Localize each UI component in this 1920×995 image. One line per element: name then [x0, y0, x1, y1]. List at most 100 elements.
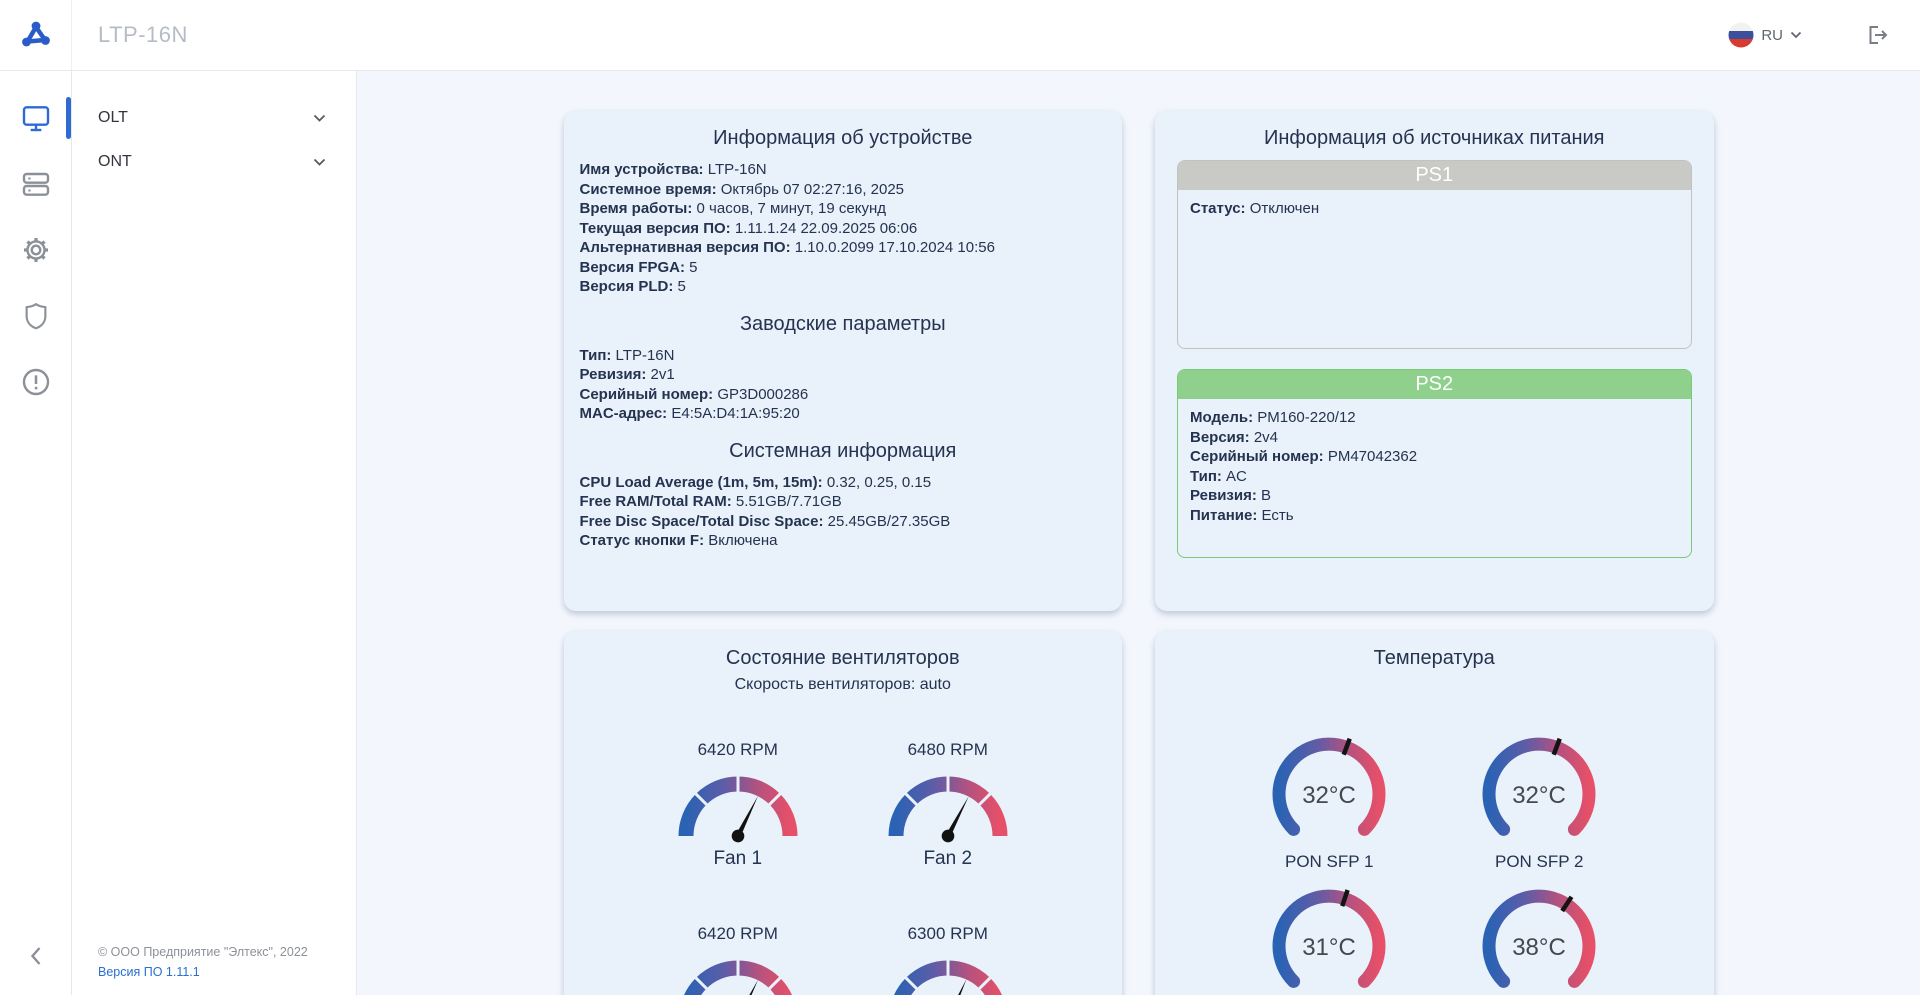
temperature-gauge-dial: 38°C: [1482, 889, 1596, 988]
rail-item-monitoring[interactable]: [0, 85, 71, 151]
info-label: Время работы:: [579, 200, 693, 217]
info-label: Тип:: [579, 346, 612, 364]
temperature-gauge-dial: 31°C: [1272, 889, 1386, 988]
card-title: Информация об устройстве: [713, 127, 973, 149]
fan-gauge: 6420 RPM Fan 1: [654, 740, 822, 870]
sidebar-item-ont[interactable]: ONT: [72, 140, 356, 184]
firmware-version-link[interactable]: Версия ПО 1.11.1: [98, 965, 200, 980]
temperature-card: Температура 32°C PON SFP 1 32°C PON SFP …: [1155, 631, 1714, 995]
logout-button[interactable]: [1866, 23, 1890, 47]
ps1-block: PS1 Статус: Отключен: [1177, 160, 1692, 349]
info-row: Версия FPGA: 5: [580, 258, 1107, 278]
rail-item-settings[interactable]: [0, 217, 71, 283]
info-label: CPU Load Average (1m, 5m, 15m):: [579, 473, 823, 491]
info-row: Модель: PM160-220/12: [1190, 408, 1679, 428]
info-value: 1.10.0.2099 17.10.2024 10:56: [794, 239, 995, 256]
eltex-logo-icon: [21, 21, 50, 47]
info-value: AC: [1226, 467, 1247, 485]
fan-rpm-value: 6420 RPM: [697, 924, 778, 943]
gauge-tick: [1560, 895, 1574, 913]
fan-label: Fan 1: [713, 848, 763, 869]
card-title: Температура: [1373, 647, 1495, 669]
sidebar: OLT ONT © ООО Предприятие "Элтекс", 2022…: [72, 71, 357, 995]
fan-gauges-grid: 6420 RPM Fan 1 6480 RPM: [580, 740, 1107, 995]
temperature-gauge-dial: 32°C: [1482, 737, 1596, 836]
info-row: Тип: LTP-16N: [580, 346, 1107, 366]
icon-rail: [0, 71, 72, 995]
page-title: LTP-16N: [98, 22, 188, 47]
fan-gauge-dial: [888, 775, 1008, 843]
info-value: Есть: [1261, 506, 1294, 524]
info-value: LTP-16N: [615, 346, 675, 364]
fan-label: Fan 2: [923, 848, 973, 869]
chevron-left-icon: [30, 947, 40, 965]
fan-rpm-value: 6480 RPM: [907, 740, 988, 759]
info-label: Статус кнопки F:: [579, 532, 705, 549]
info-row: Версия PLD: 5: [580, 277, 1107, 297]
card-title: Состояние вентиляторов: [725, 647, 960, 669]
rail-item-devices[interactable]: [0, 151, 71, 217]
temperature-label: PON SFP 2: [1495, 852, 1584, 871]
language-label: RU: [1761, 26, 1783, 44]
fan-gauge-dial: [683, 959, 792, 995]
chevron-down-icon: [1790, 31, 1802, 39]
temperature-gauge: 31°C: [1245, 886, 1413, 995]
sidebar-item-olt[interactable]: OLT: [72, 96, 356, 140]
info-value: 5.51GB/7.71GB: [735, 493, 842, 510]
rail-item-security[interactable]: [0, 283, 71, 349]
shield-icon: [25, 303, 46, 330]
info-value: 25.45GB/27.35GB: [827, 512, 951, 530]
monitor-icon: [22, 106, 49, 132]
gauge-tick: [1340, 889, 1350, 907]
info-value: Включена: [708, 532, 778, 549]
info-label: Ревизия:: [1190, 487, 1257, 504]
info-row: Ревизия: 2v1: [580, 365, 1107, 385]
info-label: Альтернативная версия ПО:: [579, 239, 791, 256]
fan-rpm-value: 6420 RPM: [697, 740, 778, 759]
copyright-text: © ООО Предприятие "Элтекс", 2022: [98, 945, 308, 960]
info-row: Серийный номер: PM47042362: [1190, 447, 1679, 467]
top-bar: LTP-16N RU: [0, 0, 1920, 71]
info-label: Серийный номер:: [579, 385, 714, 403]
ps2-block: PS2 Модель: PM160-220/12 Версия: 2v4 Серий…: [1177, 369, 1692, 558]
info-label: Имя устройства:: [579, 161, 704, 178]
sidebar-collapse-button[interactable]: [0, 945, 71, 967]
temperature-label: PON SFP 1: [1285, 852, 1374, 871]
info-value: 0.32, 0.25, 0.15: [826, 473, 932, 491]
language-switcher[interactable]: RU: [1728, 22, 1802, 48]
sidebar-footer: © ООО Предприятие "Элтекс", 2022 Версия …: [72, 944, 356, 995]
info-label: Версия:: [1190, 428, 1250, 446]
info-row: Альтернативная версия ПО: 1.10.0.2099 17…: [580, 238, 1107, 258]
gauge-needle: [731, 795, 758, 843]
info-row: Серийный номер: GP3D000286: [580, 385, 1107, 405]
info-value: E4:5A:D4:1A:95:20: [671, 405, 800, 422]
info-label: MAC-адрес:: [579, 405, 668, 422]
info-row: Текущая версия ПО: 1.11.1.24 22.09.2025 …: [580, 219, 1107, 239]
info-row: Имя устройства: LTP-16N: [580, 160, 1107, 180]
temperature-gauge: 38°C: [1455, 886, 1623, 995]
temperature-gauge: 32°C PON SFP 2: [1455, 734, 1623, 872]
cards-grid: Информация об устройстве Имя устройства:…: [563, 111, 1714, 995]
gauge-needle: [941, 796, 969, 843]
temperature-value: 32°C: [1302, 782, 1356, 809]
info-row: Статус: Отключен: [1190, 199, 1679, 219]
temperature-gauges-grid: 32°C PON SFP 1 32°C PON SFP 2 31°C 38°C: [1171, 734, 1698, 995]
gauge-tick: [1551, 737, 1563, 756]
info-row: Системное время: Октябрь 07 02:27:16, 20…: [580, 180, 1107, 200]
info-value: PM160-220/12: [1257, 409, 1356, 426]
info-value: 0 часов, 7 минут, 19 секунд: [696, 200, 887, 217]
server-stack-icon: [22, 172, 49, 196]
info-label: Версия PLD:: [579, 278, 674, 295]
fans-card: Состояние вентиляторов Скорость вентилят…: [563, 631, 1122, 995]
fan-speed-mode: Скорость вентиляторов: auto: [734, 676, 951, 693]
fan-gauge-dial: [678, 775, 798, 843]
gauge-needle: [945, 978, 967, 995]
info-value: 2v1: [650, 366, 675, 383]
info-row: Free Disc Space/Total Disc Space: 25.45G…: [580, 512, 1107, 532]
rail-item-alerts[interactable]: [0, 349, 71, 415]
info-row: Версия: 2v4: [1190, 428, 1679, 448]
info-value: LTP-16N: [707, 161, 767, 178]
temperature-gauge-dial: 32°C: [1272, 737, 1386, 836]
info-label: Системное время:: [579, 180, 717, 198]
app-logo: [0, 0, 72, 70]
